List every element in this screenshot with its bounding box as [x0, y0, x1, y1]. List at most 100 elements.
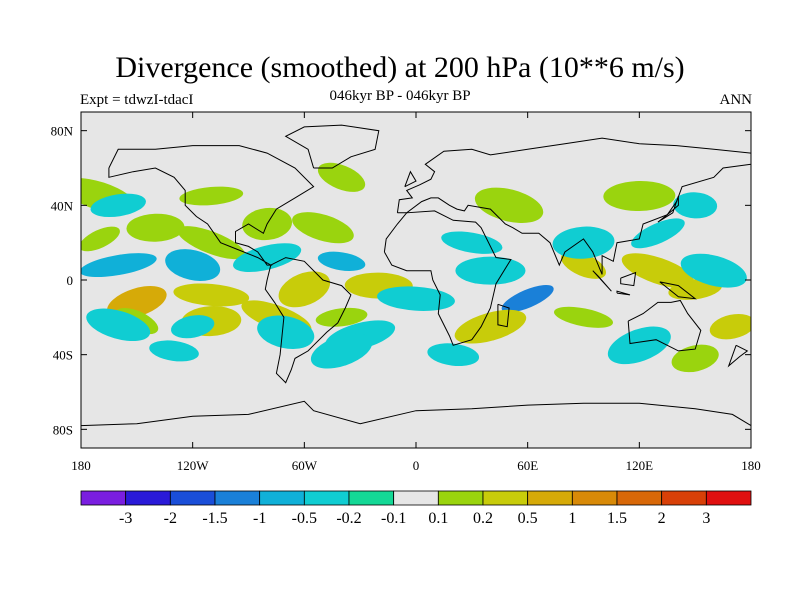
region-blob — [631, 218, 685, 249]
y-tick-label: 40N — [51, 198, 74, 213]
colorbar-swatch — [482, 490, 529, 506]
y-tick-label: 80N — [51, 124, 74, 139]
colorbar-swatch — [705, 490, 752, 506]
region-blob — [607, 326, 671, 365]
coastline — [264, 257, 352, 384]
colorbar-swatch — [348, 490, 395, 506]
colorbar-swatch — [125, 490, 171, 506]
x-tick-label: 0 — [413, 458, 420, 473]
region-blob — [554, 306, 613, 328]
region-blob — [315, 307, 368, 327]
colorbar-swatch — [616, 490, 663, 506]
colorbar-swatch — [393, 490, 439, 506]
coastline — [620, 271, 637, 287]
y-tick-label: 0 — [67, 273, 74, 288]
region-blob — [292, 212, 354, 244]
colorbar-swatch — [437, 490, 484, 506]
y-tick-label: 40S — [53, 348, 73, 363]
coastline — [284, 124, 380, 169]
x-axis-ticks: 180 120W 60W 0 60E 120E 180 — [71, 112, 761, 473]
region-blob — [603, 180, 676, 212]
colorbar-label: 0.2 — [473, 510, 493, 527]
colorbar-swatch — [303, 490, 350, 506]
period-label: 046kyr BP - 046kyr BP — [329, 88, 471, 104]
colorbar-swatch — [214, 490, 261, 506]
x-tick-label: 60E — [517, 458, 538, 473]
region-blob — [441, 231, 503, 254]
coastline — [659, 281, 697, 300]
coastline — [108, 145, 315, 266]
region-blob — [179, 186, 244, 206]
experiment-label: Expt = tdwzI-tdacI — [80, 92, 194, 108]
colorbar-label: -3 — [119, 510, 132, 527]
region-blob — [165, 249, 221, 281]
colorbar-label: 0.5 — [518, 510, 538, 527]
region-blob — [177, 226, 246, 260]
region-blob — [501, 284, 554, 313]
y-tick-label: 80S — [53, 422, 73, 437]
region-blob — [474, 187, 544, 224]
region-blob — [709, 313, 751, 340]
region-blob — [377, 286, 455, 311]
colorbar-swatch — [527, 490, 573, 506]
colorbar-swatch — [571, 490, 618, 506]
coastline — [627, 299, 702, 352]
colorbar-label: 3 — [702, 510, 710, 527]
coastline — [592, 270, 612, 292]
colorbar-label: -0.5 — [292, 510, 317, 527]
y-axis-ticks: 80N 40N 0 40S 80S — [51, 124, 751, 437]
region-blob — [233, 243, 302, 272]
region-blob — [257, 315, 315, 350]
colorbar-label: -1 — [253, 510, 266, 527]
region-blob — [680, 253, 747, 288]
region-blob — [455, 256, 526, 285]
region-blob — [81, 226, 120, 252]
region-blob — [170, 315, 215, 339]
x-tick-label: 60W — [292, 458, 318, 473]
coastline — [81, 400, 751, 427]
region-blob — [173, 283, 250, 307]
region-blob — [81, 253, 157, 278]
coastline — [727, 344, 749, 368]
colorbar-label: -1.5 — [202, 510, 227, 527]
colorbar-label: -0.2 — [336, 510, 361, 527]
region-blob — [671, 344, 719, 373]
colorbar-swatch — [80, 490, 127, 506]
region-blob — [427, 343, 480, 367]
region-blob — [317, 251, 366, 271]
colorbar-label: -0.1 — [381, 510, 406, 527]
coastline — [497, 303, 510, 328]
region-blob — [278, 271, 331, 308]
colorbar: -3 -2 -1.5 -1 -0.5 -0.2 -0.1 0.1 0.2 0.5 1 1.5 2 3 — [80, 490, 752, 527]
colorbar-label: 1 — [568, 510, 576, 527]
colorbar-swatch — [259, 490, 305, 506]
region-blob — [90, 193, 146, 218]
coastline — [616, 290, 631, 296]
region-blob — [310, 333, 373, 369]
coastline — [657, 195, 679, 223]
x-tick-label: 180 — [741, 458, 761, 473]
coastline — [383, 210, 512, 346]
colorbar-label: 0.1 — [428, 510, 448, 527]
coastlines — [81, 124, 751, 427]
contour-fill-regions — [81, 162, 751, 373]
x-tick-label: 120W — [177, 458, 210, 473]
coastline — [404, 170, 417, 188]
x-tick-label: 120E — [626, 458, 654, 473]
colorbar-swatch — [169, 490, 216, 506]
region-blob — [552, 226, 615, 259]
region-blob — [126, 213, 185, 242]
region-blob — [317, 162, 366, 192]
colorbar-label: -2 — [164, 510, 177, 527]
x-tick-label: 180 — [71, 458, 91, 473]
region-blob — [621, 253, 695, 289]
coastline — [396, 137, 751, 275]
season-label: ANN — [719, 92, 753, 108]
map-title: Divergence (smoothed) at 200 hPa (10**6 … — [115, 51, 685, 84]
region-blob — [86, 308, 151, 342]
colorbar-swatch — [661, 490, 707, 506]
colorbar-label: 2 — [658, 510, 666, 527]
colorbar-label: 1.5 — [607, 510, 627, 527]
region-blob — [673, 192, 718, 219]
